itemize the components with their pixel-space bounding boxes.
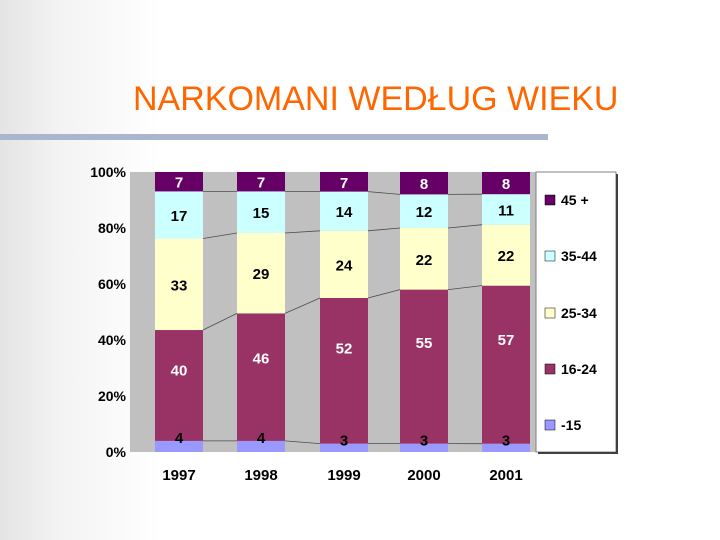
value-label: 17 (171, 208, 188, 225)
y-tick-label: 40% (98, 332, 127, 348)
legend-label: -15 (561, 417, 581, 433)
bar-segment-1998--15 (237, 440, 285, 452)
bar-segment-1997-45+ (155, 172, 203, 192)
value-label: 15 (253, 205, 270, 222)
legend-swatch (544, 419, 556, 431)
bar-segment-2000-16-24 (400, 289, 448, 444)
value-label: 3 (420, 433, 428, 450)
y-tick-label: 80% (98, 220, 127, 236)
legend-label: 45 + (561, 192, 589, 208)
bar-segment-1997--15 (155, 440, 203, 452)
bar-segment-1998-25-34 (237, 232, 285, 314)
legend-swatch (544, 307, 556, 319)
legend-label: 16-24 (561, 361, 597, 377)
bar-segment-2000-35-44 (400, 194, 448, 228)
series-connector-line (447, 224, 483, 229)
bar-segment-2001--15 (482, 443, 530, 452)
series-connector-line (447, 285, 483, 290)
bar-segment-1997-25-34 (155, 238, 203, 331)
value-label: 33 (171, 277, 188, 294)
value-label: 7 (340, 175, 348, 192)
value-label: 7 (175, 175, 183, 192)
x-tick-label: 1997 (162, 467, 195, 484)
x-tick-label: 1999 (327, 467, 360, 484)
value-label: 3 (502, 433, 510, 450)
value-label: 11 (498, 202, 514, 219)
title-underline (0, 134, 548, 140)
x-tick-label: 2000 (407, 467, 440, 484)
y-tick-label: 20% (98, 388, 127, 404)
series-connector-line (284, 230, 321, 234)
legend-label: 25-34 (561, 305, 597, 321)
legend-label: 35-44 (561, 248, 597, 264)
bar-segment-1997-16-24 (155, 330, 203, 441)
value-label: 4 (257, 430, 266, 447)
value-label: 22 (416, 252, 433, 269)
bar-segment-2000--15 (400, 443, 448, 452)
series-connector-line (202, 313, 238, 331)
bar-segment-2001-16-24 (482, 285, 530, 444)
value-label: 46 (253, 351, 270, 368)
bar-segment-1999-16-24 (320, 298, 368, 444)
legend-swatch (544, 250, 556, 262)
series-connector-line (367, 289, 401, 299)
bar-segment-1998-45+ (237, 172, 285, 192)
legend-swatch (544, 194, 556, 206)
bar-segment-2000-25-34 (400, 228, 448, 290)
value-label: 22 (498, 248, 515, 265)
bar-segment-1999--15 (320, 443, 368, 452)
bar-segment-1998-16-24 (237, 313, 285, 441)
bar-segment-1999-45+ (320, 172, 368, 192)
legend-swatch (544, 363, 556, 375)
y-tick-label: 60% (98, 276, 127, 292)
value-label: 8 (420, 176, 428, 193)
bar-segment-2000-45+ (400, 172, 448, 195)
series-connector-line (284, 297, 321, 314)
series-connector-line (202, 232, 238, 239)
slide-title: NARKOMANI WEDŁUG WIEKU (133, 80, 619, 118)
value-label: 8 (502, 176, 510, 193)
bar-segment-2001-35-44 (482, 194, 530, 225)
x-tick-label: 1998 (244, 467, 277, 484)
value-label: 24 (336, 257, 353, 274)
y-tick-label: 0% (106, 444, 127, 460)
value-label: 7 (257, 175, 265, 192)
bar-segment-1997-35-44 (155, 191, 203, 239)
bar-segment-1999-25-34 (320, 230, 368, 298)
bar-segment-1998-35-44 (237, 191, 285, 233)
value-label: 52 (336, 341, 353, 358)
value-label: 29 (253, 266, 270, 283)
series-connector-line (367, 227, 401, 232)
value-label: 4 (175, 430, 184, 447)
bar-segment-1999-35-44 (320, 191, 368, 231)
bar-segment-2001-45+ (482, 172, 530, 195)
value-label: 12 (416, 204, 433, 221)
value-label: 40 (171, 362, 188, 379)
series-connector-line (367, 191, 401, 195)
y-tick-label: 100% (90, 164, 126, 180)
x-tick-label: 2001 (489, 467, 522, 484)
value-label: 55 (416, 335, 433, 352)
bar-segment-2001-25-34 (482, 224, 530, 286)
value-label: 3 (340, 433, 348, 450)
series-connector-line (284, 440, 321, 444)
value-label: 57 (498, 332, 515, 349)
value-label: 14 (336, 204, 353, 221)
